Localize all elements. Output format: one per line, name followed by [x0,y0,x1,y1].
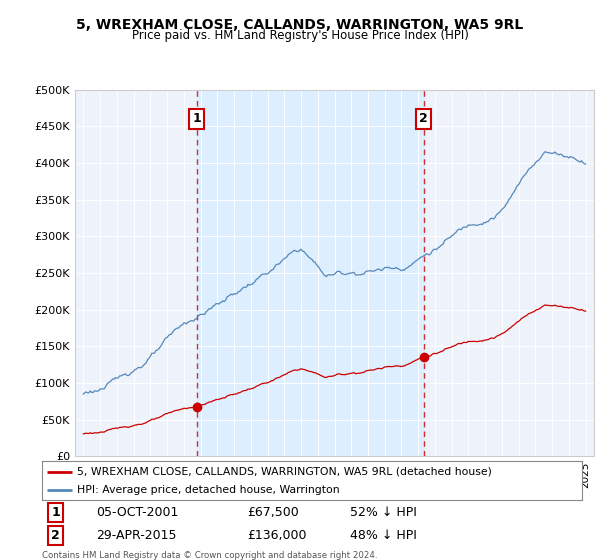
Text: £136,000: £136,000 [247,529,307,542]
Bar [197,90,424,456]
Text: 05-OCT-2001: 05-OCT-2001 [96,506,178,519]
Text: 2: 2 [51,529,60,542]
Text: Contains HM Land Registry data © Crown copyright and database right 2024.
This d: Contains HM Land Registry data © Crown c… [42,551,377,560]
Text: 52% ↓ HPI: 52% ↓ HPI [350,506,416,519]
Text: 48% ↓ HPI: 48% ↓ HPI [350,529,416,542]
Text: 2: 2 [419,113,428,125]
Text: 1: 1 [51,506,60,519]
Text: £67,500: £67,500 [247,506,299,519]
Text: 5, WREXHAM CLOSE, CALLANDS, WARRINGTON, WA5 9RL (detached house): 5, WREXHAM CLOSE, CALLANDS, WARRINGTON, … [77,466,492,477]
Text: 29-APR-2015: 29-APR-2015 [96,529,176,542]
Text: 5, WREXHAM CLOSE, CALLANDS, WARRINGTON, WA5 9RL: 5, WREXHAM CLOSE, CALLANDS, WARRINGTON, … [76,18,524,32]
Text: 1: 1 [192,113,201,125]
Text: Price paid vs. HM Land Registry's House Price Index (HPI): Price paid vs. HM Land Registry's House … [131,29,469,42]
Text: HPI: Average price, detached house, Warrington: HPI: Average price, detached house, Warr… [77,485,340,495]
